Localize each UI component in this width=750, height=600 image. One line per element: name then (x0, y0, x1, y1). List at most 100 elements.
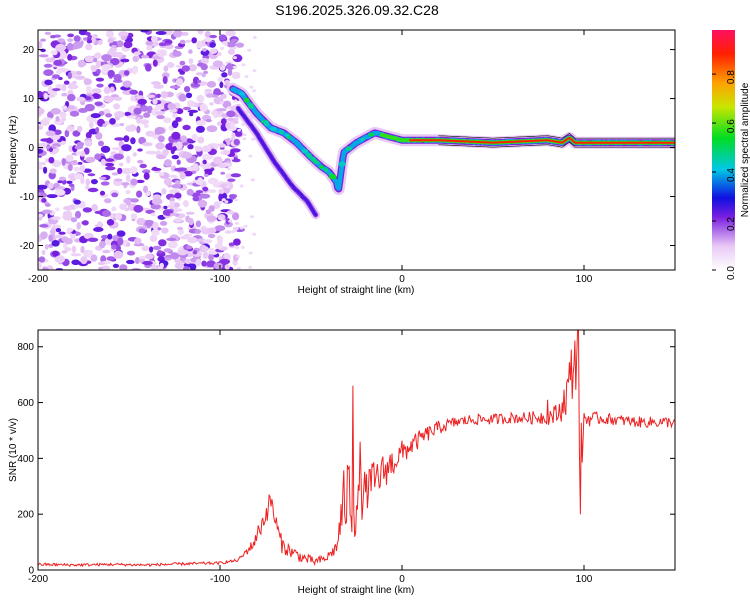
noise-speckle (86, 39, 93, 44)
noise-speckle (111, 244, 117, 250)
noise-speckle (156, 93, 161, 98)
noise-speckle (145, 150, 157, 155)
noise-speckle (224, 79, 230, 86)
noise-speckle (217, 77, 224, 82)
noise-speckle (118, 31, 129, 38)
noise-speckle (85, 178, 90, 186)
main-ridge-lower-edge (438, 141, 675, 148)
noise-speckle (111, 172, 119, 176)
noise-speckle (174, 217, 183, 223)
noise-speckle (195, 146, 203, 152)
noise-speckle (91, 65, 97, 72)
noise-speckle (219, 81, 224, 89)
noise-speckle (223, 162, 228, 166)
noise-speckle (64, 210, 73, 218)
noise-speckle (195, 120, 206, 126)
noise-speckle (209, 48, 218, 54)
noise-speckle (218, 193, 223, 202)
noise-speckle (90, 254, 98, 262)
noise-speckle (73, 35, 81, 42)
noise-speckle (212, 60, 224, 68)
snr-x-tick-label: -100 (210, 574, 230, 585)
noise-speckle (171, 184, 182, 189)
noise-speckle (221, 192, 228, 200)
noise-speckle (70, 217, 78, 223)
noise-speckle (163, 65, 169, 72)
noise-speckle (199, 193, 211, 199)
noise-speckle (227, 178, 236, 182)
noise-speckle (38, 125, 44, 130)
noise-speckle (137, 148, 143, 152)
ridge-blob (244, 97, 250, 103)
noise-speckle (93, 57, 98, 63)
noise-speckle (91, 88, 102, 94)
noise-speckle (155, 142, 165, 150)
noise-speckle (235, 246, 239, 250)
noise-speckle (39, 224, 49, 228)
noise-speckle (207, 189, 217, 194)
noise-speckle (55, 70, 63, 74)
noise-speckle (98, 266, 103, 270)
noise-speckle (85, 43, 93, 51)
noise-speckle (126, 259, 135, 265)
noise-speckle (240, 245, 245, 249)
noise-speckle (233, 138, 240, 146)
noise-speckle (224, 230, 232, 234)
noise-speckle (123, 70, 130, 76)
noise-speckle (107, 69, 115, 78)
noise-speckle (124, 111, 131, 117)
noise-speckle (209, 102, 214, 106)
noise-speckle (61, 105, 68, 110)
colorbar (712, 30, 735, 270)
main-ridge-upper-edge (438, 132, 675, 139)
noise-speckle (157, 50, 166, 58)
noise-speckle (136, 190, 143, 198)
noise-speckle (161, 188, 167, 195)
spectrogram-x-tick-label: -100 (210, 274, 230, 285)
noise-speckle (219, 258, 231, 265)
ridge-blob (328, 174, 337, 180)
noise-speckle (197, 199, 208, 208)
noise-speckle (95, 127, 100, 133)
noise-speckle (143, 123, 149, 128)
noise-speckle (95, 60, 101, 69)
noise-speckle (59, 118, 65, 124)
noise-speckle (102, 210, 111, 217)
noise-speckle (185, 211, 195, 215)
noise-speckle (182, 124, 191, 131)
noise-speckle (239, 184, 244, 188)
noise-speckle (113, 103, 120, 110)
noise-speckle (151, 35, 158, 43)
noise-speckle (138, 228, 146, 234)
noise-speckle (188, 58, 194, 64)
noise-speckle (242, 137, 247, 141)
noise-speckle (63, 80, 70, 85)
noise-speckle (203, 70, 209, 75)
noise-speckle (50, 50, 58, 56)
noise-speckle (189, 263, 197, 270)
noise-speckle (161, 149, 169, 156)
ridge-blob (263, 120, 270, 127)
noise-speckle (226, 63, 233, 70)
noise-speckle (133, 107, 142, 115)
noise-speckle (58, 176, 66, 181)
noise-speckle (42, 209, 52, 214)
noise-speckle (61, 236, 69, 243)
noise-speckle (40, 138, 51, 142)
noise-speckle (185, 39, 192, 43)
noise-speckle (114, 111, 125, 118)
noise-speckle (74, 210, 82, 219)
noise-speckle (109, 118, 116, 125)
noise-speckle (113, 250, 124, 259)
noise-speckle (220, 93, 227, 100)
noise-speckle (74, 145, 84, 150)
spectrogram-y-tick-label: 0 (28, 143, 34, 154)
noise-speckle (67, 54, 73, 61)
noise-speckle (132, 55, 139, 63)
noise-speckle (88, 249, 94, 256)
noise-speckle (73, 41, 83, 49)
noise-speckle (138, 256, 147, 260)
noise-speckle (163, 159, 172, 167)
noise-speckle (233, 56, 237, 60)
noise-speckle (195, 220, 202, 228)
